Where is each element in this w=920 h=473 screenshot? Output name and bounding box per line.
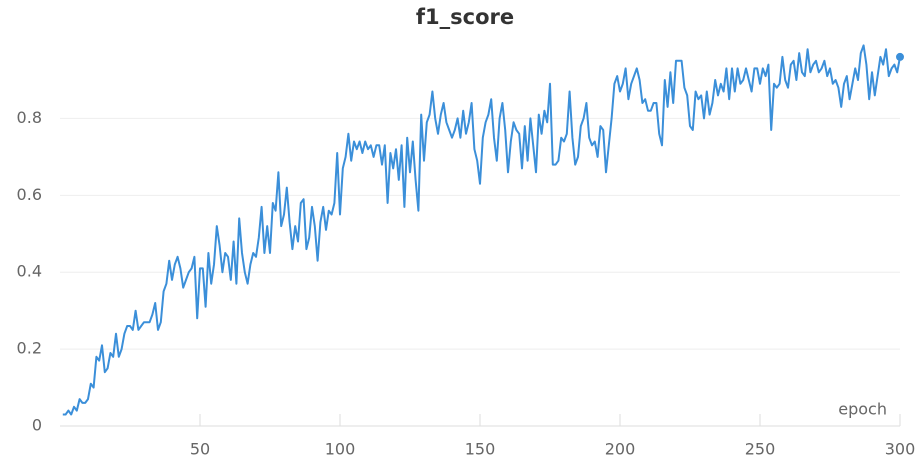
y-tick-label: 0.2 <box>17 339 42 358</box>
x-tick-label: 200 <box>605 440 636 459</box>
y-tick-label: 0.6 <box>17 185 42 204</box>
y-tick-label: 0.8 <box>17 108 42 127</box>
x-tick-label: 250 <box>745 440 776 459</box>
chart-title: f1_score <box>416 5 514 29</box>
x-tick-label: 150 <box>465 440 496 459</box>
y-tick-label: 0 <box>32 416 42 435</box>
x-tick-label: 300 <box>885 440 916 459</box>
line <box>62 44 901 416</box>
x-axis-label: epoch <box>838 400 887 419</box>
y-tick-label: 0.4 <box>17 262 42 281</box>
end-point <box>896 52 904 61</box>
x-tick-label: 100 <box>325 440 356 459</box>
x-tick-label: 50 <box>190 440 210 459</box>
